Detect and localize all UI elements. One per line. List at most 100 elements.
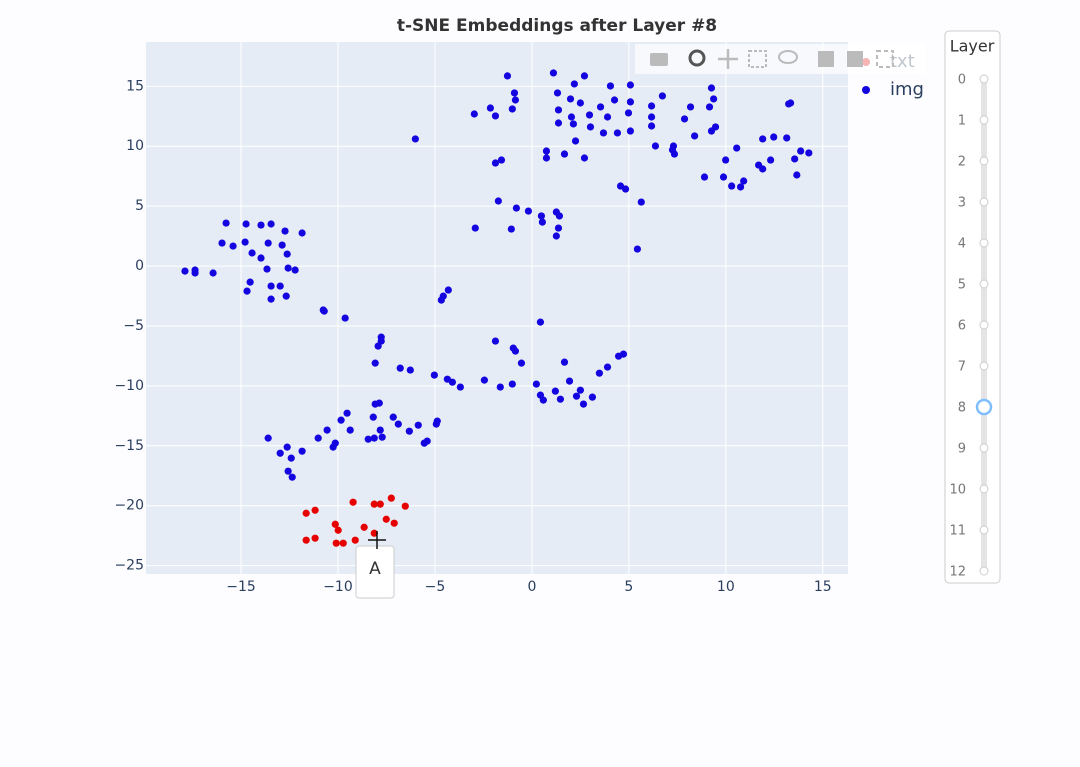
slider-step[interactable] [979,238,989,248]
point [394,420,402,428]
point [633,245,642,253]
point [401,502,409,510]
point [722,156,730,164]
point [606,82,615,90]
x-tick-label: 5 [624,579,633,595]
legend-label[interactable]: img [890,79,924,100]
point [341,314,349,322]
point [538,218,546,226]
point [733,144,741,152]
point [433,417,441,425]
legend-marker[interactable] [862,86,870,94]
point [337,416,345,424]
point [334,526,342,534]
slider-handle[interactable] [975,398,993,416]
point [480,376,488,384]
slider-step-label: 5 [958,278,966,293]
point [351,536,359,544]
point [728,182,736,190]
point [740,177,748,185]
points [181,69,813,547]
point [759,165,767,173]
point [323,426,331,434]
point [791,155,799,163]
slider-step[interactable] [979,566,989,576]
point [711,123,720,131]
point [586,123,595,131]
point [624,109,633,117]
zoom-in-icon[interactable] [818,51,834,67]
point [369,413,377,421]
pan-icon[interactable] [718,49,738,69]
point [414,421,422,429]
point [554,106,563,114]
point [191,269,199,277]
slider-step[interactable] [979,525,989,535]
point [613,129,622,137]
point [647,113,656,121]
modebar [635,44,925,74]
point [276,449,284,457]
point [218,239,226,247]
point [554,224,563,232]
point [371,359,379,367]
zoom-out-icon[interactable] [847,51,863,67]
zoom-icon[interactable] [688,49,706,67]
point [556,395,565,403]
point [370,529,378,537]
slider-step-label: 7 [958,360,966,375]
slider-step-label: 4 [958,237,966,252]
slider-title: Layer [950,37,995,56]
point [565,377,574,385]
point [603,363,612,371]
slider-step[interactable] [979,197,989,207]
camera-icon[interactable] [650,53,668,66]
slider-step-label: 8 [958,401,966,416]
point [263,265,271,273]
point [267,220,275,228]
point [536,318,545,326]
point [491,159,500,167]
slider-step[interactable] [979,156,989,166]
box-select-icon[interactable] [748,50,767,68]
hover: A [355,531,395,599]
point [471,224,479,232]
point [248,249,256,257]
point [486,104,495,112]
slider-step[interactable] [979,279,989,289]
point [719,173,728,181]
slider-step[interactable] [979,443,989,453]
slider-step[interactable] [979,320,989,330]
point [503,72,512,80]
point [288,473,296,481]
y-tick-label: 15 [126,78,144,94]
point [181,267,189,275]
slider-step[interactable] [979,484,989,494]
point [229,242,237,250]
point [621,185,630,193]
point [658,92,667,100]
y-tick-label: −10 [114,378,144,394]
point [222,219,230,227]
point [370,500,378,508]
point [364,435,372,443]
slider-step[interactable] [979,115,989,125]
autoscale-icon[interactable] [876,50,894,68]
x-tick-label: 10 [717,579,735,595]
x-tick-label: 15 [814,579,832,595]
point [669,142,678,150]
point [805,149,813,157]
slider-step[interactable] [979,361,989,371]
slider-step[interactable] [979,74,989,84]
point [496,383,504,391]
x-tick-label: −15 [226,579,256,595]
point [375,399,383,407]
point [566,95,575,103]
point [411,135,419,143]
point [637,198,645,206]
lasso-icon[interactable] [778,50,798,64]
point [576,99,584,107]
